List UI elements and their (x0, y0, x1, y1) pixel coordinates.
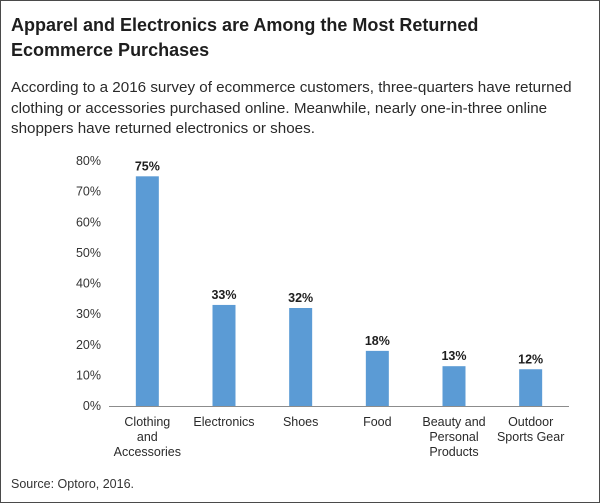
category-label: Sports Gear (497, 430, 564, 444)
y-tick-label: 30% (76, 307, 101, 321)
category-label: Clothing (124, 415, 170, 429)
data-label: 32% (288, 291, 313, 305)
y-tick-label: 20% (76, 338, 101, 352)
bar (135, 176, 159, 406)
category-label: and (137, 430, 158, 444)
category-label: Personal (429, 430, 478, 444)
chart-title: Apparel and Electronics are Among the Mo… (11, 15, 479, 60)
source-note: Source: Optoro, 2016. (11, 477, 134, 491)
data-label: 75% (135, 159, 160, 173)
category-label: Shoes (283, 415, 318, 429)
bar (442, 366, 466, 406)
data-label: 33% (211, 288, 236, 302)
bar-chart: 0% 10% 20% 30% 40% 50% 60% 70% 80% 75% Clothingand… (76, 154, 569, 459)
data-label: 12% (518, 352, 543, 366)
y-tick-label: 70% (76, 185, 101, 199)
category-label: Electronics (193, 415, 254, 429)
y-tick-label: 10% (76, 368, 101, 382)
chart-subtitle: According to a 2016 survey of ecommerce … (11, 79, 572, 137)
y-tick-label: 80% (76, 154, 101, 168)
y-tick-label: 60% (76, 215, 101, 229)
y-tick-label: 50% (76, 246, 101, 260)
category-label: Products (429, 445, 478, 459)
category-label: Beauty and (422, 415, 485, 429)
y-tick-label: 0% (83, 399, 101, 413)
bar (212, 304, 236, 406)
bar (289, 308, 313, 406)
category-label: Food (363, 415, 392, 429)
y-tick-label: 40% (76, 277, 101, 291)
data-label: 13% (441, 349, 466, 363)
bar (519, 369, 543, 406)
category-label: Outdoor (508, 415, 553, 429)
bar (365, 350, 389, 406)
category-label: Accessories (114, 445, 181, 459)
data-label: 18% (365, 334, 390, 348)
